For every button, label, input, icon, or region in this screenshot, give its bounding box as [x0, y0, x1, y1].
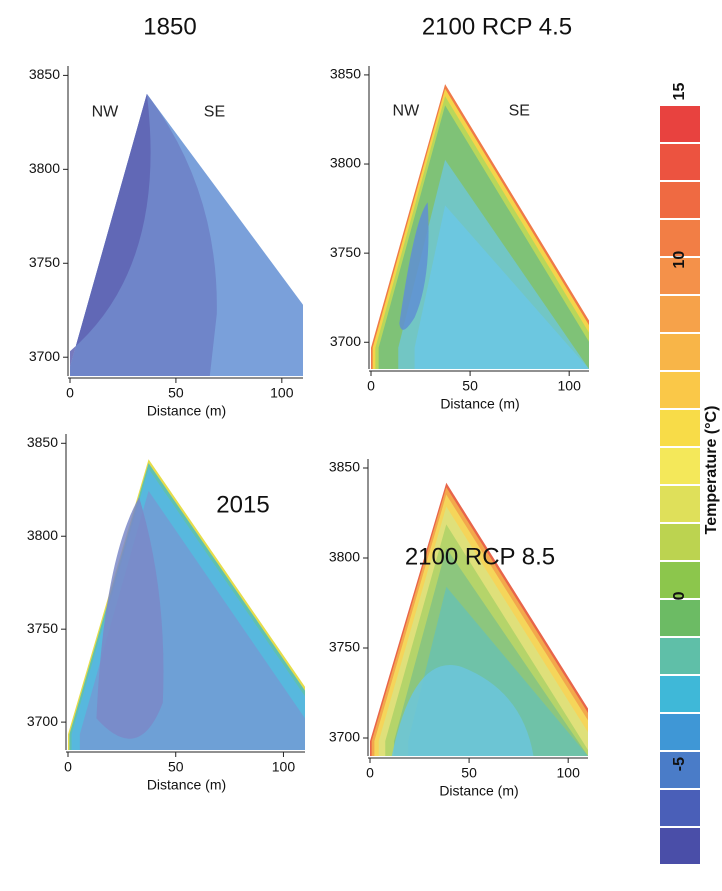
colorbar-swatch — [660, 448, 700, 484]
colorbar-swatch — [660, 182, 700, 218]
colorbar-tick-label: 15 — [671, 83, 688, 101]
panel: 3700 3750 3800 3850 0 50 100 Distance (m) 2100 R… — [329, 459, 588, 799]
temperature-region — [70, 93, 151, 367]
colorbar-tick-label: -5 — [671, 757, 688, 771]
colorbar-swatch — [660, 562, 700, 598]
glacier — [68, 459, 305, 750]
y-tick-label: 3700 — [330, 333, 361, 349]
colorbar-swatch — [660, 334, 700, 370]
annotation: NW — [92, 104, 120, 121]
y-tick-label: 3800 — [27, 527, 58, 543]
colorbar-swatch — [660, 638, 700, 674]
colorbar-swatch — [660, 828, 700, 864]
y-tick-label: 3800 — [330, 155, 361, 171]
glacier — [70, 93, 303, 376]
colorbar-swatch — [660, 106, 700, 142]
colorbar-swatch — [660, 144, 700, 180]
x-tick-label: 50 — [168, 385, 184, 401]
x-axis-label: Distance (m) — [440, 396, 519, 412]
colorbar-swatch — [660, 296, 700, 332]
colorbar-swatch — [660, 714, 700, 750]
x-tick-label: 0 — [367, 378, 375, 394]
x-axis-label: Distance (m) — [147, 403, 226, 419]
y-tick-label: 3800 — [329, 549, 360, 565]
colorbar-swatch — [660, 790, 700, 826]
annotation: NW — [393, 103, 421, 120]
panel-title: 2100 RCP 4.5 — [422, 13, 572, 40]
colorbar-swatch — [660, 752, 700, 788]
panel: 3700 3750 3800 3850 0 50 100 Distance (m) 1850 NW… — [29, 13, 303, 419]
panel: 3700 3750 3800 3850 0 50 100 Distance (m) 2100 R… — [330, 13, 589, 412]
panel-title: 2015 — [216, 491, 269, 518]
y-tick-label: 3850 — [330, 66, 361, 82]
y-tick-label: 3750 — [330, 244, 361, 260]
y-tick-label: 3750 — [27, 620, 58, 636]
temperature-region — [399, 202, 429, 330]
temperature-region — [96, 497, 164, 739]
colorbar-swatch — [660, 486, 700, 522]
y-tick-label: 3850 — [329, 459, 360, 475]
temperature-region — [391, 665, 534, 756]
colorbar-swatch — [660, 258, 700, 294]
x-tick-label: 100 — [270, 385, 294, 401]
x-tick-label: 50 — [462, 378, 478, 394]
x-tick-label: 50 — [168, 759, 184, 775]
glacier — [370, 482, 588, 756]
colorbar-tick-label: 10 — [671, 251, 688, 269]
x-tick-label: 0 — [366, 765, 374, 781]
colorbar-swatch — [660, 524, 700, 560]
x-tick-label: 50 — [461, 765, 477, 781]
x-tick-label: 0 — [64, 759, 72, 775]
y-tick-label: 3750 — [29, 254, 60, 270]
panel-title: 2100 RCP 8.5 — [405, 543, 555, 570]
y-tick-label: 3700 — [329, 729, 360, 745]
annotation: SE — [204, 104, 225, 121]
panel: 3700 3750 3800 3850 0 50 100 Distance (m) 2015 — [27, 434, 305, 793]
colorbar-swatch — [660, 600, 700, 636]
y-tick-label: 3700 — [29, 348, 60, 364]
x-tick-label: 100 — [558, 378, 582, 394]
annotation: SE — [509, 103, 530, 120]
colorbar-swatch — [660, 220, 700, 256]
x-tick-label: 100 — [272, 759, 296, 775]
panel-title: 1850 — [143, 13, 196, 40]
x-tick-label: 0 — [66, 385, 74, 401]
colorbar-swatch — [660, 676, 700, 712]
y-tick-label: 3850 — [29, 66, 60, 82]
x-axis-label: Distance (m) — [147, 777, 226, 793]
colorbar-label: Temperature (°C) — [703, 406, 720, 535]
colorbar-swatch — [660, 410, 700, 446]
y-tick-label: 3850 — [27, 434, 58, 450]
y-tick-label: 3800 — [29, 160, 60, 176]
colorbar-tick-label: 0 — [671, 591, 688, 600]
y-tick-label: 3700 — [27, 713, 58, 729]
x-tick-label: 100 — [557, 765, 581, 781]
y-tick-label: 3750 — [329, 639, 360, 655]
x-axis-label: Distance (m) — [439, 783, 518, 799]
glacier — [371, 84, 589, 369]
colorbar-swatch — [660, 372, 700, 408]
temperature-band — [414, 205, 589, 369]
